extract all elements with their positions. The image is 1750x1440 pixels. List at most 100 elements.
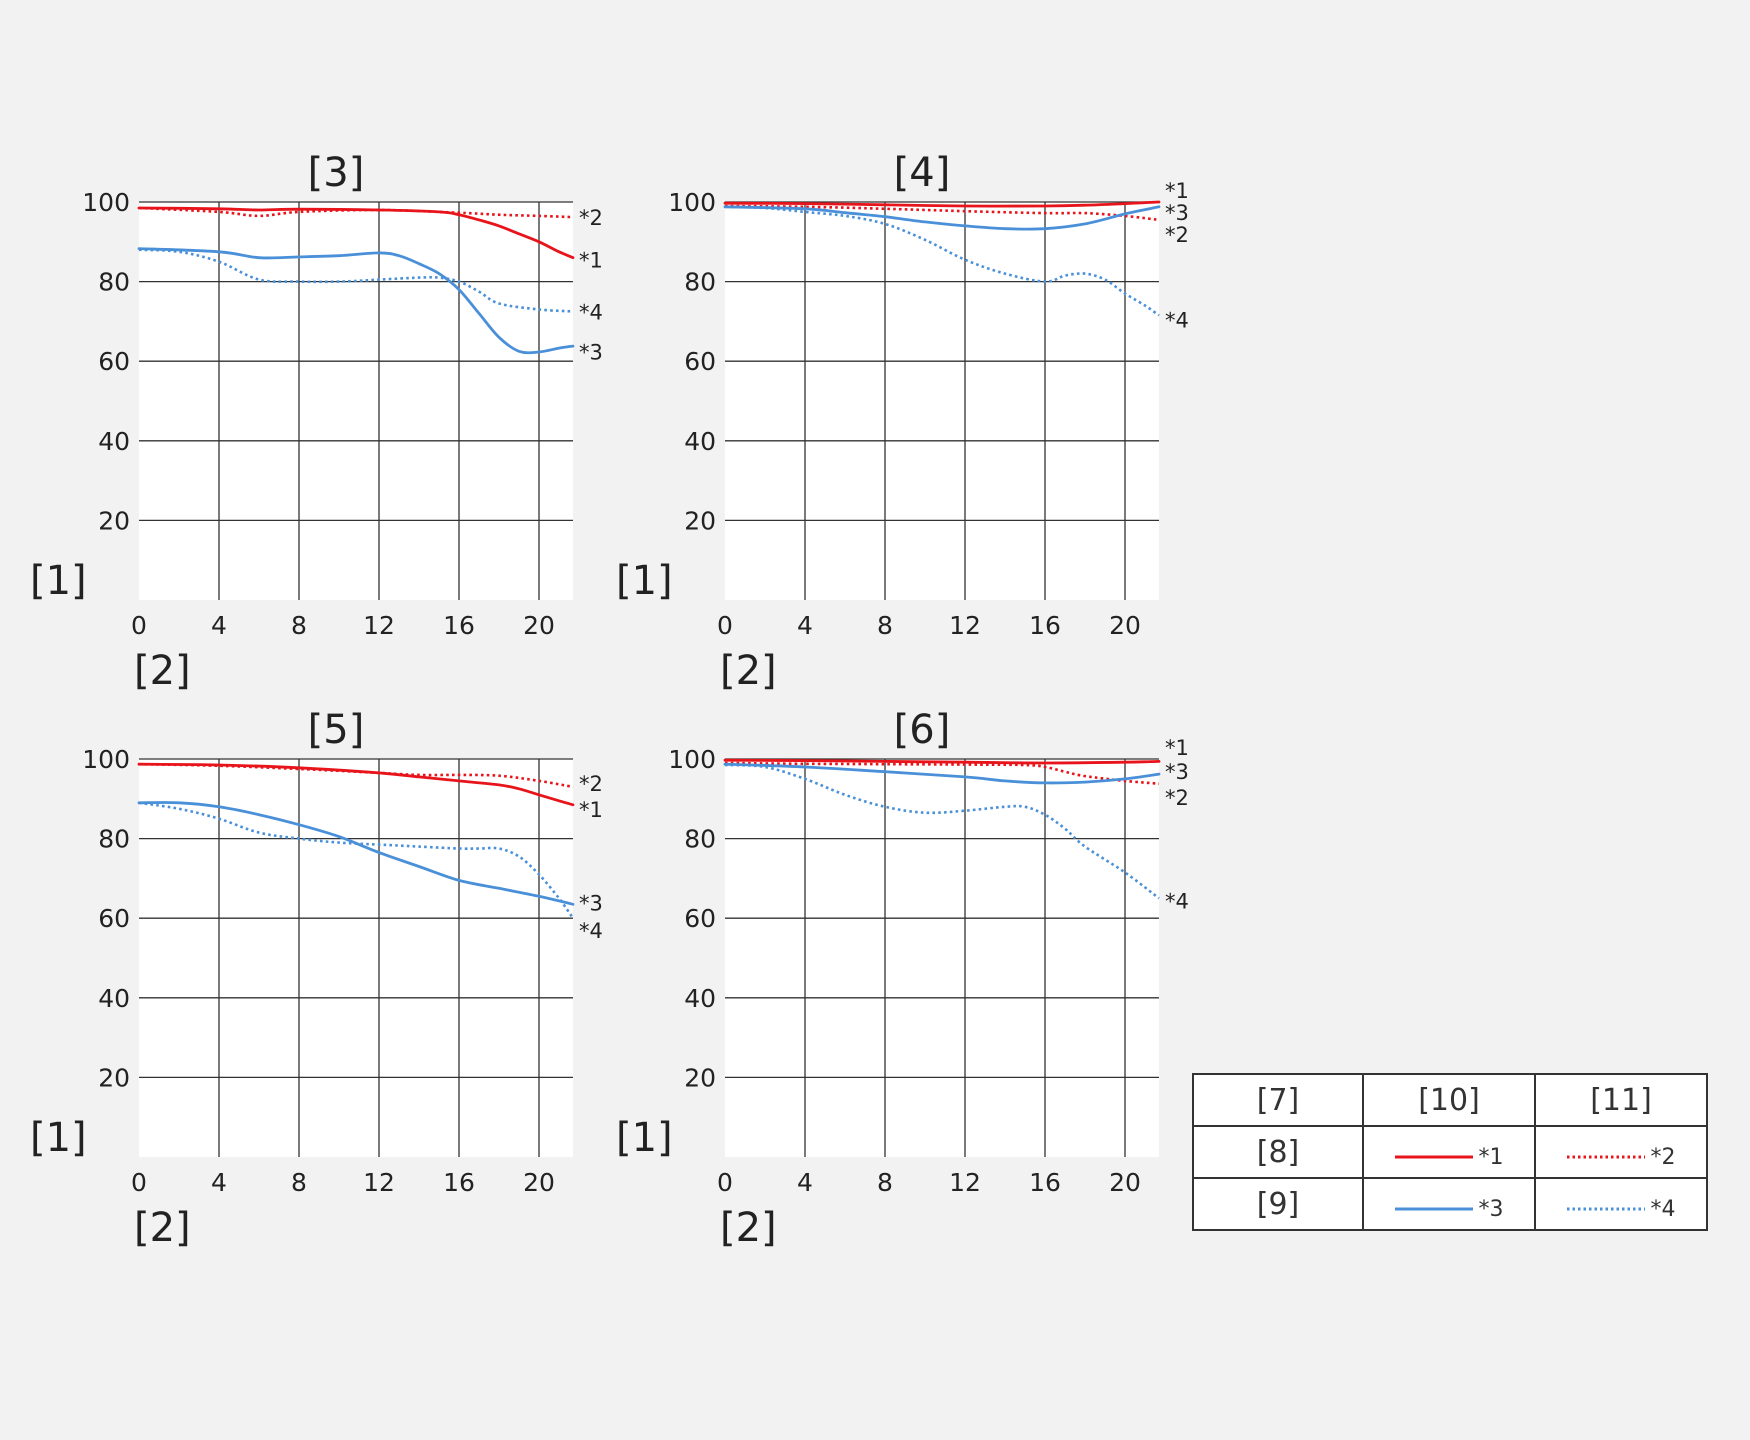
legend-cell-blue-dotted: *4 xyxy=(1534,1177,1708,1231)
legend-header-1: [7] xyxy=(1192,1073,1364,1127)
blue-dotted-line-sample xyxy=(1566,1207,1645,1211)
series-end-label: *1 xyxy=(1165,179,1189,203)
x-tick-label: 8 xyxy=(877,611,893,640)
y-tick-label: 40 xyxy=(684,427,716,456)
legend-cell-blue-solid: *3 xyxy=(1362,1177,1536,1231)
series-line-star1 xyxy=(723,758,1161,765)
series-line-star1 xyxy=(137,762,575,807)
x-tick-label: 4 xyxy=(211,1168,227,1197)
y-tick-label: 40 xyxy=(684,984,716,1013)
chart-panel-3: 0 4 8 12 16 20 100 80 60 40 20 *2*1 *3 *4 [5] [1] [2] xyxy=(30,707,603,1251)
x-axis-label: [2] xyxy=(720,648,777,694)
x-tick-label: 4 xyxy=(797,1168,813,1197)
y-axis-label: [1] xyxy=(30,558,87,604)
x-tick-label: 0 xyxy=(717,611,733,640)
series-line-star3 xyxy=(137,801,575,906)
x-tick-label: 16 xyxy=(443,1168,475,1197)
x-tick-label: 8 xyxy=(291,611,307,640)
y-tick-label: 20 xyxy=(98,1063,130,1092)
legend-sample-label-3: *3 xyxy=(1478,1196,1504,1222)
x-tick-label: 12 xyxy=(949,611,981,640)
series-line-star2 xyxy=(724,761,1160,785)
y-tick-label: 60 xyxy=(684,347,716,376)
series-end-label: *2 xyxy=(579,772,603,796)
y-tick-label: 100 xyxy=(82,188,130,217)
series-end-label: *1 xyxy=(1165,736,1189,760)
legend-cell-red-dotted: *2 xyxy=(1534,1125,1708,1179)
plot-area xyxy=(139,202,573,600)
x-tick-label: 20 xyxy=(1109,611,1141,640)
x-tick-label: 20 xyxy=(1109,1168,1141,1197)
series-end-label: *2 xyxy=(1165,223,1189,247)
series-end-label: *4 xyxy=(1165,308,1189,332)
legend-row-label-8: [8] xyxy=(1192,1125,1364,1179)
x-axis-label: [2] xyxy=(720,1205,777,1251)
y-axis-label: [1] xyxy=(616,1115,673,1161)
plot-area xyxy=(725,759,1159,1157)
series-end-label: *2 xyxy=(579,206,603,230)
series-line-star1 xyxy=(723,200,1161,208)
x-tick-label: 12 xyxy=(949,1168,981,1197)
x-tick-label: 12 xyxy=(363,611,395,640)
series-end-label: *3 xyxy=(1165,760,1189,784)
series-line-star2 xyxy=(724,204,1160,222)
series-end-label: *4 xyxy=(1165,889,1189,913)
y-tick-label: 100 xyxy=(668,188,716,217)
x-tick-label: 16 xyxy=(1029,611,1061,640)
chart-title: [4] xyxy=(894,150,951,196)
chart-title: [6] xyxy=(894,707,951,753)
y-tick-label: 80 xyxy=(98,268,130,297)
series-line-star4 xyxy=(724,763,1160,900)
legend-header-3: [11] xyxy=(1534,1073,1708,1127)
blue-solid-line-sample xyxy=(1394,1207,1473,1211)
legend-cell-red-solid: *1 xyxy=(1362,1125,1536,1179)
series-end-label: *3 xyxy=(579,340,603,364)
y-tick-label: 60 xyxy=(98,904,130,933)
series-end-label: *3 xyxy=(579,891,603,915)
y-tick-label: 80 xyxy=(684,825,716,854)
x-tick-label: 8 xyxy=(877,1168,893,1197)
legend-sample-label-2: *2 xyxy=(1650,1144,1676,1170)
x-tick-label: 0 xyxy=(717,1168,733,1197)
y-tick-label: 100 xyxy=(668,745,716,774)
series-end-label: *1 xyxy=(579,249,603,273)
chart-panel-4: 0 4 8 12 16 20 100 80 60 40 20 *1*3*2 *4 [6] [1] [2] xyxy=(616,707,1189,1251)
series-line-star1 xyxy=(137,206,575,260)
y-tick-label: 80 xyxy=(684,268,716,297)
y-axis-label: [1] xyxy=(30,1115,87,1161)
x-tick-label: 20 xyxy=(523,1168,555,1197)
legend-row-label-9: [9] xyxy=(1192,1177,1364,1231)
red-dotted-line-sample xyxy=(1566,1155,1645,1159)
x-tick-label: 0 xyxy=(131,611,147,640)
y-tick-label: 100 xyxy=(82,745,130,774)
y-tick-label: 40 xyxy=(98,984,130,1013)
y-tick-label: 60 xyxy=(684,904,716,933)
chart-panel-1: 0 4 8 12 16 20 100 80 60 40 20 *2 *1 *4 *3 [3] [1] [2] xyxy=(30,150,603,694)
series-line-star4 xyxy=(138,801,575,919)
series-end-label: *4 xyxy=(579,300,603,324)
series-end-label: *4 xyxy=(579,919,603,943)
series-line-star4 xyxy=(724,205,1160,317)
y-axis-label: [1] xyxy=(616,558,673,604)
red-solid-line-sample xyxy=(1394,1155,1473,1159)
legend-header-row: [7] [10] [11] xyxy=(1192,1073,1708,1127)
y-tick-label: 20 xyxy=(684,1063,716,1092)
x-tick-label: 16 xyxy=(1029,1168,1061,1197)
x-tick-label: 4 xyxy=(211,611,227,640)
chart-panel-2: 0 4 8 12 16 20 100 80 60 40 20 *1*3*2 *4 [4] [1] [2] xyxy=(616,150,1189,694)
y-tick-label: 20 xyxy=(684,506,716,535)
x-tick-label: 8 xyxy=(291,1168,307,1197)
legend-header-2: [10] xyxy=(1362,1073,1536,1127)
series-end-label: *3 xyxy=(1165,201,1189,225)
plot-area xyxy=(725,202,1159,600)
chart-title: [3] xyxy=(308,150,365,196)
series-line-star3 xyxy=(723,205,1161,231)
chart-title: [5] xyxy=(308,707,365,753)
legend-sample-label-1: *1 xyxy=(1478,1144,1504,1170)
y-tick-label: 20 xyxy=(98,506,130,535)
legend-table: [7] [10] [11] [8] *1 *2 [9] *3 xyxy=(1192,1073,1708,1231)
y-tick-label: 60 xyxy=(98,347,130,376)
x-axis-label: [2] xyxy=(134,1205,191,1251)
legend-row-red: [8] *1 *2 xyxy=(1192,1125,1708,1179)
